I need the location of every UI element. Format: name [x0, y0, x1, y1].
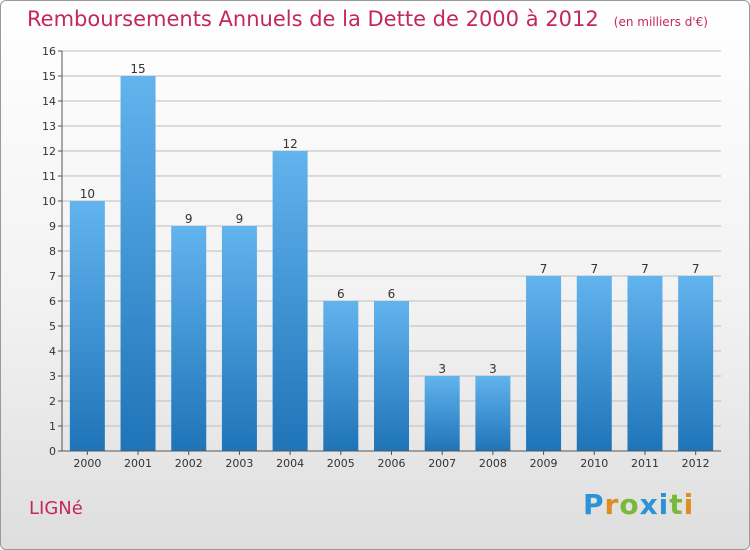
- x-tick-label: 2001: [124, 457, 152, 470]
- bar: [69, 201, 105, 451]
- data-label: 7: [692, 262, 700, 276]
- y-tick-label: 15: [42, 70, 56, 83]
- x-tick-label: 2009: [530, 457, 558, 470]
- bar: [272, 151, 308, 451]
- y-tick-label: 16: [42, 45, 56, 58]
- brand-letter: x: [639, 488, 659, 521]
- data-label: 7: [641, 262, 649, 276]
- x-tick-label: 2008: [479, 457, 507, 470]
- data-label: 12: [282, 137, 297, 151]
- y-tick-label: 12: [42, 145, 56, 158]
- x-tick-label: 2004: [276, 457, 304, 470]
- y-tick-label: 0: [49, 445, 56, 458]
- bar: [475, 376, 511, 451]
- x-tick-label: 2002: [175, 457, 203, 470]
- bars: [69, 76, 714, 451]
- brand-letter: P: [583, 488, 605, 521]
- x-tick-label: 2007: [428, 457, 456, 470]
- brand-logo: Proxiti: [583, 488, 694, 521]
- data-label: 3: [438, 362, 446, 376]
- axes: [58, 50, 721, 455]
- chart-subtitle: (en milliers d'€): [613, 15, 708, 29]
- data-label: 7: [590, 262, 598, 276]
- data-label: 9: [236, 212, 244, 226]
- x-tick-label: 2005: [327, 457, 355, 470]
- y-tick-label: 14: [42, 95, 56, 108]
- bar: [323, 301, 359, 451]
- data-label: 6: [388, 287, 396, 301]
- data-label: 10: [80, 187, 95, 201]
- bar: [374, 301, 409, 451]
- y-tick-label: 5: [49, 320, 56, 333]
- chart-title: Remboursements Annuels de la Dette de 20…: [27, 7, 599, 31]
- data-label: 9: [185, 212, 193, 226]
- bar: [526, 276, 562, 451]
- bar: [120, 76, 156, 451]
- x-tick-label: 2006: [378, 457, 406, 470]
- y-tick-label: 7: [49, 270, 56, 283]
- y-tick-label: 6: [49, 295, 56, 308]
- y-tick-label: 9: [49, 220, 56, 233]
- data-label: 7: [540, 262, 548, 276]
- labels: 0123456789101112131415161020001520019200…: [42, 45, 710, 470]
- commune-name: LIGNé: [29, 498, 83, 519]
- y-tick-label: 11: [42, 170, 56, 183]
- brand-letter: t: [669, 488, 684, 521]
- y-tick-label: 1: [49, 420, 56, 433]
- y-tick-label: 10: [42, 195, 56, 208]
- bar: [576, 276, 612, 451]
- y-tick-label: 8: [49, 245, 56, 258]
- bar: [424, 376, 460, 451]
- y-tick-label: 3: [49, 370, 56, 383]
- brand-letter: i: [658, 488, 670, 521]
- bar: [171, 226, 207, 451]
- y-tick-label: 4: [49, 345, 56, 358]
- title-row: Remboursements Annuels de la Dette de 20…: [27, 7, 708, 31]
- bar: [627, 276, 663, 451]
- x-tick-label: 2012: [682, 457, 710, 470]
- brand-letter: o: [619, 488, 640, 521]
- x-tick-label: 2010: [580, 457, 608, 470]
- bar: [221, 226, 257, 451]
- brand-letter: i: [683, 488, 695, 521]
- y-tick-label: 13: [42, 120, 56, 133]
- x-tick-label: 2000: [73, 457, 101, 470]
- bar: [678, 276, 714, 451]
- x-tick-label: 2003: [225, 457, 253, 470]
- x-tick-label: 2011: [631, 457, 659, 470]
- data-label: 6: [337, 287, 345, 301]
- data-label: 3: [489, 362, 497, 376]
- y-tick-label: 2: [49, 395, 56, 408]
- brand-letter: r: [604, 488, 620, 521]
- data-label: 15: [130, 62, 145, 76]
